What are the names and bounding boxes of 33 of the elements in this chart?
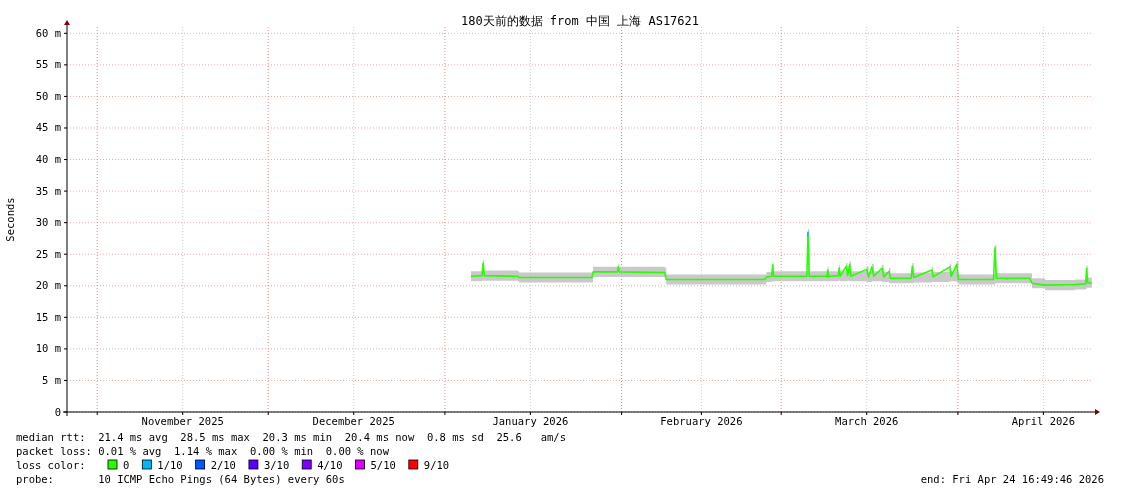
- legend-label: 1/10: [157, 459, 183, 471]
- y-tick-label: 5 m: [42, 373, 61, 386]
- y-tick-label: 60 m: [35, 26, 61, 39]
- y-tick-label: 45 m: [35, 121, 61, 134]
- y-tick-label: 0: [54, 405, 61, 418]
- y-axis-title: Seconds: [4, 197, 16, 242]
- text: packet loss: 0.01 % avg 1.14 % max 0.00 % min 0.00 % now: [16, 445, 390, 457]
- legend-label: 9/10: [423, 459, 450, 471]
- y-tick-label: 40 m: [35, 153, 61, 166]
- y-tick-label: 55 m: [35, 58, 61, 71]
- text: end: Fri Apr 24 16:49:46 2026: [920, 473, 1104, 485]
- text: probe: 10 ICMP Echo Pings (64 Bytes) every 60s: [16, 473, 345, 485]
- y-tick-label: 35 m: [35, 184, 61, 197]
- y-tick-label: 50 m: [35, 89, 61, 102]
- legend-title: loss color:: [16, 459, 86, 471]
- y-tick-label: 30 m: [35, 216, 61, 229]
- legend-label: 0: [123, 459, 130, 471]
- legend-label: 2/10: [210, 459, 236, 471]
- x-tick-label: March 2026: [835, 415, 899, 427]
- y-tick-label: 15 m: [35, 310, 61, 323]
- text: median rtt: 21.4 ms avg 28.5 ms max 20.3 ms min 20.4 ms now 0.8 ms sd 25.6 am/s: [16, 431, 566, 443]
- y-tick-label: 10 m: [35, 342, 61, 355]
- y-tick-label: 20 m: [35, 279, 61, 292]
- x-tick-label: February 2026: [660, 415, 743, 427]
- chart-title: 180天前的数据 from 中国 上海 AS17621: [460, 14, 700, 28]
- x-tick-label: April 2026: [1011, 415, 1076, 427]
- legend-label: 3/10: [263, 459, 290, 471]
- x-tick-label: November 2025: [141, 415, 224, 427]
- legend-label: 4/10: [317, 459, 343, 471]
- legend-label: 5/10: [370, 459, 396, 471]
- x-tick-label: December 2025: [312, 415, 395, 427]
- x-tick-label: January 2026: [492, 415, 569, 427]
- y-tick-label: 25 m: [35, 247, 61, 260]
